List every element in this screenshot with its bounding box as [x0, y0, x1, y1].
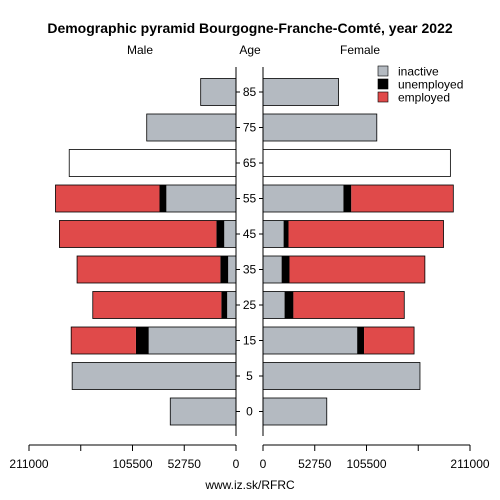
bar-male-45-inactive: [224, 220, 236, 248]
age-tick-label: 65: [243, 156, 257, 170]
bar-male-45-employed: [59, 220, 217, 248]
bar-female-55-employed: [351, 185, 454, 212]
bar-male-65: [68, 149, 237, 177]
bar-female-45-unemployed: [283, 220, 289, 248]
bar-female-25-inactive: [263, 291, 285, 319]
female-x-tick-label: 0: [260, 457, 267, 471]
bar-female-35-unemployed: [281, 256, 290, 283]
male-x-tick-label: 211000: [9, 457, 48, 471]
bar-male-25-employed: [92, 291, 222, 319]
bar-male-55-unemployed: [159, 185, 167, 212]
bar-male-25-inactive: [227, 291, 236, 319]
bar-male-15-employed: [71, 327, 136, 354]
bar-male-55-inactive: [166, 185, 236, 212]
bar-male-15-unemployed: [135, 327, 149, 354]
bar-female-75-inactive: [263, 114, 377, 141]
legend-label-unemployed: unemployed: [398, 78, 463, 92]
age-tick-label: 15: [243, 334, 257, 348]
bar-female-55-inactive: [263, 185, 344, 212]
male-x-tick-label: 52750: [168, 457, 202, 471]
age-tick-label: 85: [243, 85, 257, 99]
bar-female-15-employed: [364, 327, 415, 354]
bar-female-25-employed: [293, 291, 405, 319]
legend-swatch-unemployed: [377, 78, 389, 90]
age-tick-label: 75: [243, 121, 257, 135]
bar-male-35-employed: [77, 256, 221, 283]
chart-title: Demographic pyramid Bourgogne-Franche-Co…: [47, 20, 453, 36]
source-label: www.iz.sk/RFRC: [204, 478, 295, 492]
bar-male-0-inactive: [170, 398, 236, 425]
age-labels-group: 85 75 65 55 45 35 25 15 5 0: [236, 85, 263, 419]
bars-group: [55, 78, 454, 426]
female-x-tick-label: 52750: [298, 457, 332, 471]
bar-male-25-unemployed: [221, 291, 228, 319]
bar-male-85-inactive: [200, 78, 236, 106]
bar-male-45-unemployed: [216, 220, 225, 248]
legend-label-inactive: inactive: [398, 65, 439, 79]
bar-female-15-inactive: [263, 327, 358, 354]
age-tick-label: 5: [246, 369, 253, 383]
bar-female-25-unemployed: [284, 291, 294, 319]
legend-swatch-inactive: [377, 65, 389, 77]
bar-female-5-inactive: [263, 362, 420, 390]
male-x-tick-label: 105500: [112, 457, 152, 471]
female-label: Female: [340, 43, 380, 57]
age-tick-label: 25: [243, 298, 257, 312]
bar-male-35-unemployed: [220, 256, 229, 283]
bar-female-35-inactive: [263, 256, 282, 283]
legend-label-employed: employed: [398, 91, 450, 105]
bar-female-15-unemployed: [357, 327, 365, 354]
bar-female-35-employed: [289, 256, 425, 283]
bar-male-5-inactive: [72, 362, 236, 390]
age-tick-label: 35: [243, 263, 257, 277]
bar-female-55-unemployed: [343, 185, 352, 212]
male-x-tick-label: 0: [233, 457, 240, 471]
bar-female-45-employed: [288, 220, 444, 248]
male-label: Male: [127, 43, 153, 57]
age-label: Age: [239, 43, 261, 57]
bar-male-75-inactive: [146, 114, 236, 141]
age-tick-label: 45: [243, 227, 257, 241]
bar-female-0-inactive: [263, 398, 327, 425]
female-x-tick-label: 211000: [450, 457, 489, 471]
bar-female-85-inactive: [263, 78, 339, 106]
female-x-tick-label: 105500: [346, 457, 386, 471]
bar-female-65: [262, 149, 451, 177]
bar-male-15-inactive: [148, 327, 236, 354]
bar-male-55-employed: [55, 185, 160, 212]
axes-group: 211000 105500 52750 0 0 52750 105500 211000: [9, 67, 490, 471]
age-tick-label: 55: [243, 192, 257, 206]
bar-female-45-inactive: [263, 220, 284, 248]
legend-swatch-employed: [377, 91, 389, 103]
bar-male-35-inactive: [228, 256, 236, 283]
age-tick-label: 0: [246, 405, 253, 419]
